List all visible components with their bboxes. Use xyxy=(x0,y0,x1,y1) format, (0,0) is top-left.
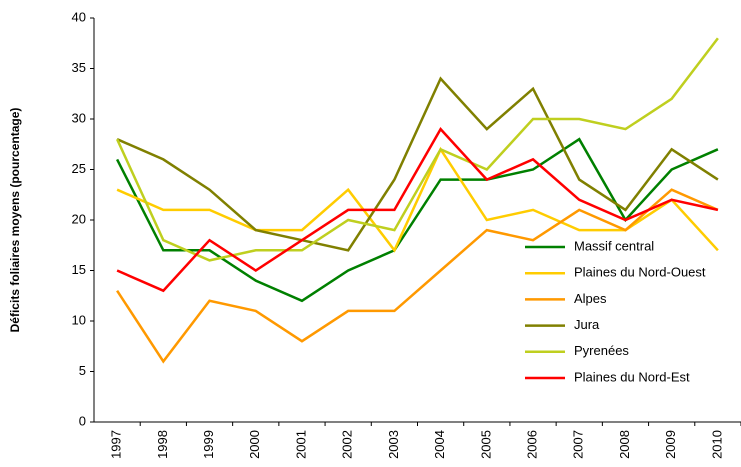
y-tick-label: 15 xyxy=(72,262,86,277)
x-tick-label: 2009 xyxy=(663,430,678,459)
y-tick-label: 10 xyxy=(72,312,86,327)
legend-label: Plaines du Nord-Ouest xyxy=(574,265,706,280)
legend-label: Massif central xyxy=(574,238,654,253)
series-line xyxy=(115,137,719,303)
legend-label: Plaines du Nord-Est xyxy=(574,369,690,384)
x-tick-label: 1998 xyxy=(155,430,170,459)
legend-label: Jura xyxy=(574,317,600,332)
y-tick-label: 0 xyxy=(79,413,86,428)
y-axis-label: Déficits foliaires moyens (pourcentage) xyxy=(8,108,22,333)
x-tick-label: 2005 xyxy=(478,430,493,459)
x-tick-label: 1999 xyxy=(201,430,216,459)
series-line xyxy=(116,126,719,293)
x-tick-label: 2004 xyxy=(432,430,447,459)
x-tick-label: 2002 xyxy=(340,430,355,459)
x-tick-label: 1997 xyxy=(109,430,124,459)
series-line xyxy=(115,37,719,262)
x-tick-label: 2000 xyxy=(247,430,262,459)
legend-label: Alpes xyxy=(574,291,607,306)
series-line xyxy=(116,76,719,252)
y-tick-label: 35 xyxy=(72,60,86,75)
y-tick-label: 5 xyxy=(79,363,86,378)
y-tick-label: 25 xyxy=(72,161,86,176)
x-tick-label: 2008 xyxy=(617,430,632,459)
x-tick-label: 2006 xyxy=(524,430,539,459)
y-tick-label: 30 xyxy=(72,110,86,125)
x-tick-label: 2003 xyxy=(386,430,401,459)
x-tick-label: 2010 xyxy=(709,430,724,459)
x-tick-label: 2007 xyxy=(571,430,586,459)
series-line xyxy=(116,188,719,364)
x-tick-label: 2001 xyxy=(293,430,308,459)
y-tick-label: 20 xyxy=(72,211,86,226)
legend-label: Pyrenées xyxy=(574,343,629,358)
series-line xyxy=(116,146,719,253)
y-tick-label: 40 xyxy=(72,9,86,24)
